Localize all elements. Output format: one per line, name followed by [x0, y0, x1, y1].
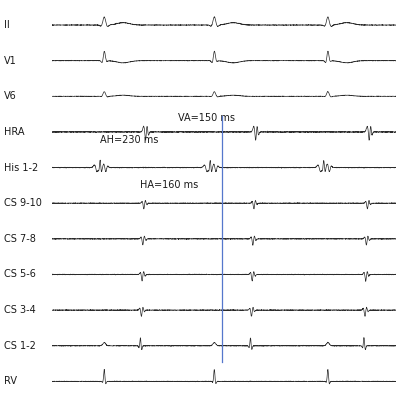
Text: CS 1-2: CS 1-2 — [4, 341, 36, 351]
Text: AH=230 ms: AH=230 ms — [100, 135, 158, 145]
Text: CS 7-8: CS 7-8 — [4, 234, 36, 244]
Text: V6: V6 — [4, 91, 17, 101]
Text: RV: RV — [4, 376, 17, 386]
Text: VA=150 ms: VA=150 ms — [178, 112, 235, 122]
Text: His 1-2: His 1-2 — [4, 162, 38, 172]
Text: CS 3-4: CS 3-4 — [4, 305, 36, 315]
Text: V1: V1 — [4, 56, 17, 66]
Text: CS 9-10: CS 9-10 — [4, 198, 42, 208]
Text: II: II — [4, 20, 10, 30]
Text: HRA: HRA — [4, 127, 24, 137]
Text: HA=160 ms: HA=160 ms — [140, 180, 198, 190]
Text: CS 5-6: CS 5-6 — [4, 270, 36, 280]
